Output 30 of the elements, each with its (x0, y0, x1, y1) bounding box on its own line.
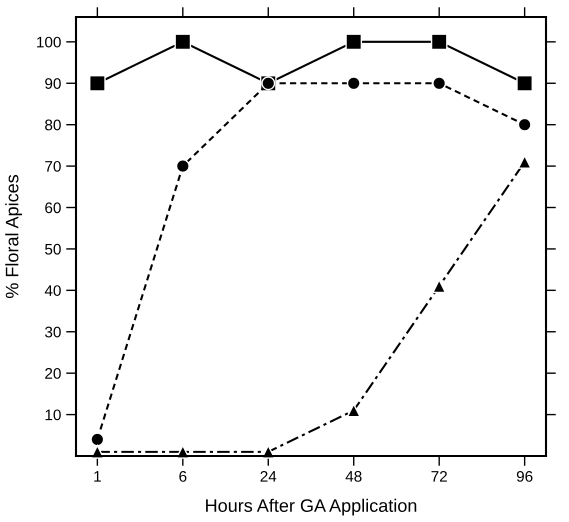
y-tick-label: 60 (45, 202, 61, 214)
x-axis-title: Hours After GA Application (206, 498, 416, 516)
point (90, 432, 104, 446)
y-tick-label: 30 (45, 326, 61, 338)
x-tick-label: 48 (346, 470, 362, 482)
y-tick-label: 10 (46, 409, 61, 420)
point (174, 34, 192, 50)
y-tick-label: 20 (45, 368, 61, 379)
point (176, 159, 190, 174)
point (518, 118, 532, 132)
x-tick-label: 24 (260, 470, 276, 482)
y-tick-label: 50 (45, 244, 61, 255)
x-tick-label: 72 (431, 470, 447, 482)
x-tick-label: 1 (94, 471, 101, 482)
x-tick-label: 6 (179, 470, 186, 482)
point (518, 155, 532, 169)
point (516, 74, 533, 92)
y-tick-label: 70 (45, 160, 61, 172)
point (346, 404, 361, 418)
point (345, 34, 362, 50)
y-tick-label: 40 (44, 285, 61, 296)
y-tick-label: 100 (37, 36, 61, 48)
point (89, 74, 106, 92)
y-tick-label: 80 (45, 120, 61, 130)
x-tick-label: 96 (516, 470, 532, 482)
point (346, 76, 361, 90)
y-axis-title: % Floral Apices (5, 174, 22, 298)
point (430, 34, 448, 50)
point (432, 76, 446, 90)
y-tick-label: 90 (45, 78, 61, 89)
